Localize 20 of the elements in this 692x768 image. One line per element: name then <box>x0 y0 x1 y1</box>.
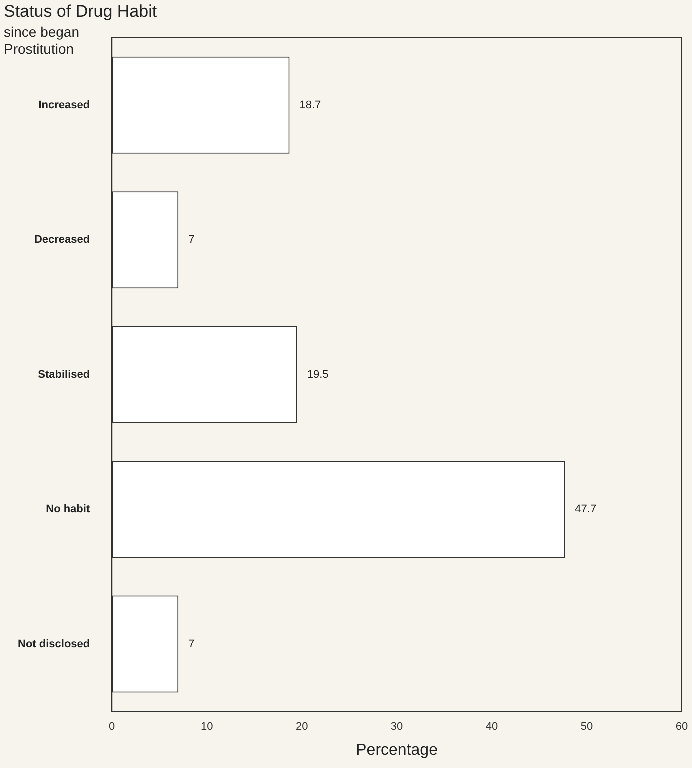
x-tick-label: 40 <box>486 721 498 734</box>
y-tick-label: Increased <box>38 99 90 112</box>
chart-title: Status of Drug Habit <box>4 2 158 22</box>
y-tick-label: Decreased <box>34 234 90 246</box>
x-axis-title: Percentage <box>356 742 438 759</box>
chart-subtitle: since began Prostitution <box>4 24 81 58</box>
y-tick-label: Stabilised <box>38 368 90 381</box>
y-tick-label: Not disclosed <box>18 638 90 650</box>
x-tick-label: 60 <box>676 721 688 734</box>
data-label: 7 <box>188 234 195 246</box>
x-tick-label: 20 <box>296 721 308 734</box>
x-tick-label: 0 <box>109 721 116 734</box>
x-tick-label: 30 <box>390 721 404 734</box>
data-label: 18.7 <box>300 99 322 112</box>
data-label: 7 <box>188 638 195 650</box>
x-tick-label: 10 <box>200 721 214 734</box>
data-label: 47.7 <box>575 504 597 516</box>
data-label: 19.5 <box>307 368 329 381</box>
y-tick-label: No habit <box>46 504 90 516</box>
x-tick-label: 50 <box>580 721 594 734</box>
